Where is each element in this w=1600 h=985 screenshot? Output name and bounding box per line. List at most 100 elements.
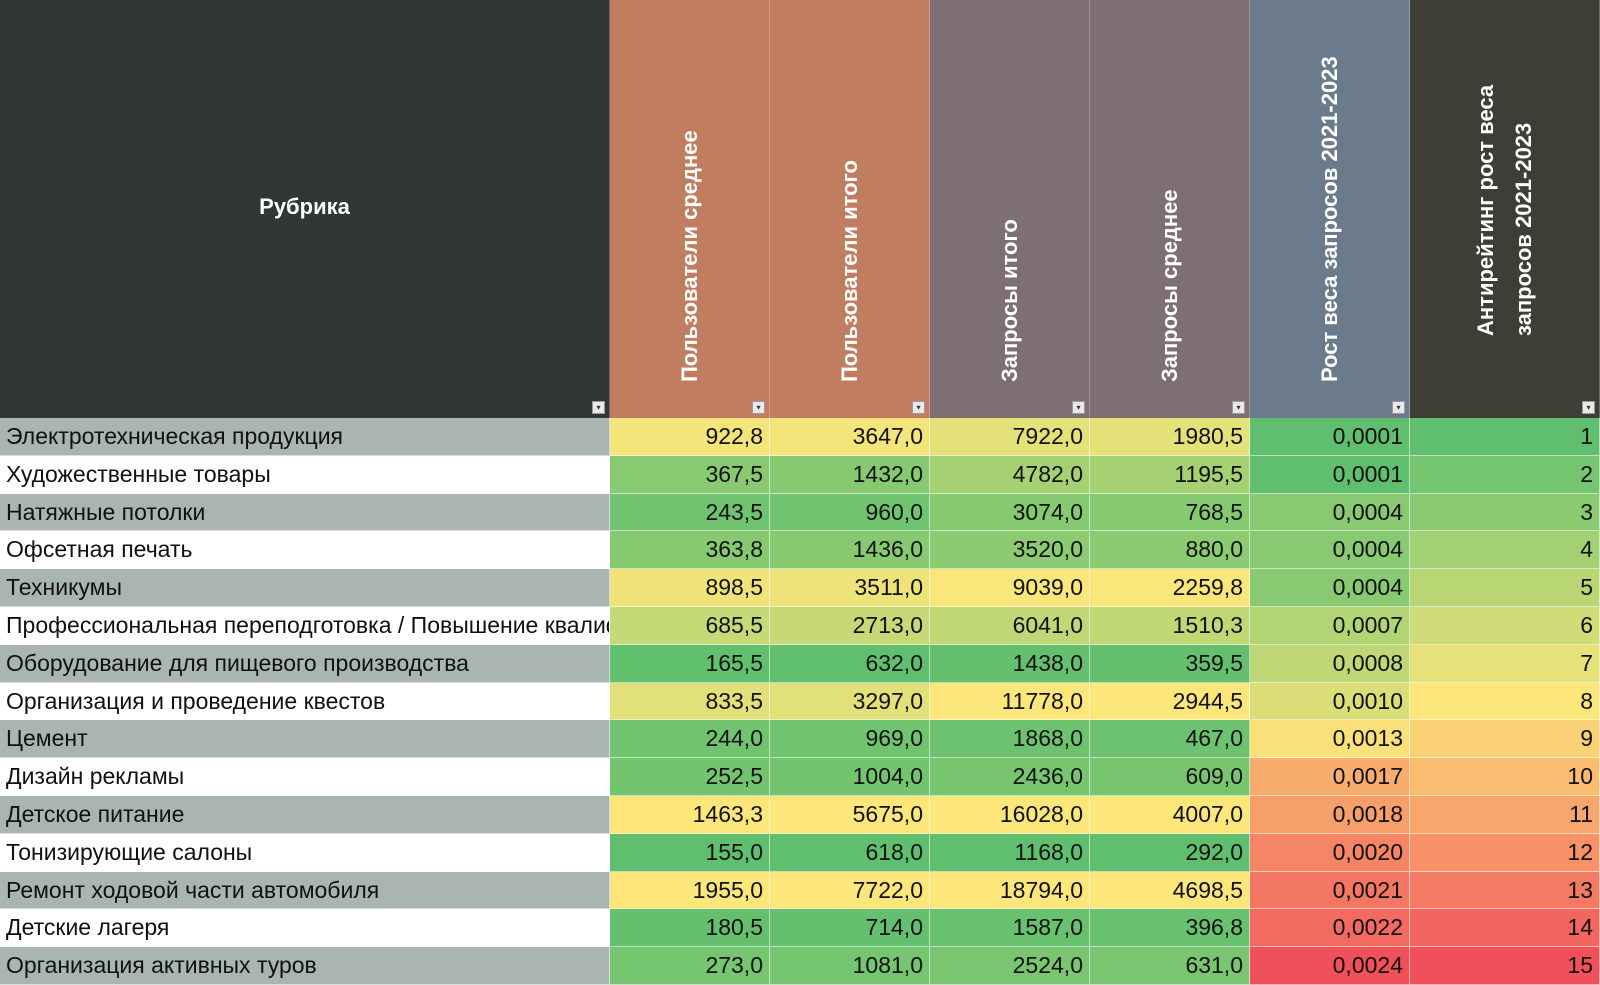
table-cell-req-avg[interactable]: 880,0 bbox=[1090, 531, 1250, 570]
table-cell-users-avg[interactable]: 1463,3 bbox=[610, 796, 770, 834]
table-cell-name[interactable]: Тонизирующие салоны bbox=[0, 833, 610, 872]
table-cell-name[interactable]: Организация и проведение квестов bbox=[0, 682, 610, 721]
column-header-2[interactable]: Пользователи итого ▾ bbox=[770, 0, 930, 418]
table-cell-req-avg[interactable]: 1980,5 bbox=[1090, 418, 1250, 456]
table-cell-name[interactable]: Электротехническая продукция bbox=[0, 418, 610, 456]
table-cell-name[interactable]: Офсетная печать bbox=[0, 531, 610, 570]
filter-dropdown-icon[interactable]: ▾ bbox=[592, 401, 605, 414]
column-header-4[interactable]: Запросы среднее ▾ bbox=[1090, 0, 1250, 418]
table-cell-req-total[interactable]: 3074,0 bbox=[930, 493, 1090, 532]
table-cell-req-avg[interactable]: 1195,5 bbox=[1090, 455, 1250, 494]
table-cell-users-total[interactable]: 960,0 bbox=[770, 493, 930, 532]
table-cell-name[interactable]: Организация активных туров bbox=[0, 947, 610, 985]
table-cell-growth[interactable]: 0,0004 bbox=[1250, 569, 1410, 607]
table-cell-req-total[interactable]: 11778,0 bbox=[930, 682, 1090, 721]
table-cell-users-avg[interactable]: 1955,0 bbox=[610, 871, 770, 910]
filter-dropdown-icon[interactable]: ▾ bbox=[912, 401, 925, 414]
table-cell-name[interactable]: Цемент bbox=[0, 720, 610, 759]
table-cell-growth[interactable]: 0,0001 bbox=[1250, 455, 1410, 494]
table-cell-req-avg[interactable]: 609,0 bbox=[1090, 758, 1250, 796]
table-cell-users-total[interactable]: 1081,0 bbox=[770, 947, 930, 985]
table-cell-req-total[interactable]: 1868,0 bbox=[930, 720, 1090, 759]
table-cell-name[interactable]: Профессиональная переподготовка / Повыше… bbox=[0, 607, 610, 645]
table-cell-growth[interactable]: 0,0013 bbox=[1250, 720, 1410, 759]
table-cell-users-total[interactable]: 618,0 bbox=[770, 833, 930, 872]
table-cell-users-avg[interactable]: 244,0 bbox=[610, 720, 770, 759]
table-cell-growth[interactable]: 0,0008 bbox=[1250, 644, 1410, 683]
table-cell-users-total[interactable]: 1432,0 bbox=[770, 455, 930, 494]
table-cell-rank[interactable]: 5 bbox=[1410, 569, 1600, 607]
table-cell-users-avg[interactable]: 898,5 bbox=[610, 569, 770, 607]
filter-dropdown-icon[interactable]: ▾ bbox=[1392, 401, 1405, 414]
table-cell-name[interactable]: Дизайн рекламы bbox=[0, 758, 610, 796]
table-cell-name[interactable]: Техникумы bbox=[0, 569, 610, 607]
table-cell-users-total[interactable]: 2713,0 bbox=[770, 607, 930, 645]
filter-dropdown-icon[interactable]: ▾ bbox=[1072, 401, 1085, 414]
table-cell-users-avg[interactable]: 252,5 bbox=[610, 758, 770, 796]
table-cell-users-total[interactable]: 1004,0 bbox=[770, 758, 930, 796]
table-cell-req-total[interactable]: 9039,0 bbox=[930, 569, 1090, 607]
table-cell-req-total[interactable]: 18794,0 bbox=[930, 871, 1090, 910]
table-cell-rank[interactable]: 3 bbox=[1410, 493, 1600, 532]
table-cell-growth[interactable]: 0,0001 bbox=[1250, 418, 1410, 456]
table-cell-users-total[interactable]: 969,0 bbox=[770, 720, 930, 759]
table-cell-req-total[interactable]: 16028,0 bbox=[930, 796, 1090, 834]
column-header-1[interactable]: Пользователи среднее ▾ bbox=[610, 0, 770, 418]
table-cell-users-total[interactable]: 3511,0 bbox=[770, 569, 930, 607]
table-cell-growth[interactable]: 0,0018 bbox=[1250, 796, 1410, 834]
table-cell-growth[interactable]: 0,0020 bbox=[1250, 833, 1410, 872]
filter-dropdown-icon[interactable]: ▾ bbox=[1232, 401, 1245, 414]
table-cell-rank[interactable]: 2 bbox=[1410, 455, 1600, 494]
table-cell-users-avg[interactable]: 273,0 bbox=[610, 947, 770, 985]
table-cell-req-avg[interactable]: 2944,5 bbox=[1090, 682, 1250, 721]
table-cell-growth[interactable]: 0,0010 bbox=[1250, 682, 1410, 721]
table-cell-users-total[interactable]: 632,0 bbox=[770, 644, 930, 683]
table-cell-req-avg[interactable]: 292,0 bbox=[1090, 833, 1250, 872]
table-cell-req-total[interactable]: 2436,0 bbox=[930, 758, 1090, 796]
table-cell-rank[interactable]: 15 bbox=[1410, 947, 1600, 985]
table-cell-req-total[interactable]: 1168,0 bbox=[930, 833, 1090, 872]
table-cell-rank[interactable]: 12 bbox=[1410, 833, 1600, 872]
table-cell-req-avg[interactable]: 4698,5 bbox=[1090, 871, 1250, 910]
table-cell-req-total[interactable]: 3520,0 bbox=[930, 531, 1090, 570]
table-cell-growth[interactable]: 0,0017 bbox=[1250, 758, 1410, 796]
table-cell-users-avg[interactable]: 180,5 bbox=[610, 909, 770, 948]
table-cell-rank[interactable]: 13 bbox=[1410, 871, 1600, 910]
table-cell-growth[interactable]: 0,0004 bbox=[1250, 531, 1410, 570]
table-cell-users-avg[interactable]: 243,5 bbox=[610, 493, 770, 532]
table-cell-name[interactable]: Детские лагеря bbox=[0, 909, 610, 948]
table-cell-req-avg[interactable]: 396,8 bbox=[1090, 909, 1250, 948]
table-cell-req-avg[interactable]: 1510,3 bbox=[1090, 607, 1250, 645]
table-cell-users-avg[interactable]: 363,8 bbox=[610, 531, 770, 570]
table-cell-req-total[interactable]: 2524,0 bbox=[930, 947, 1090, 985]
table-cell-rank[interactable]: 6 bbox=[1410, 607, 1600, 645]
column-header-rubric[interactable]: Рубрика ▾ bbox=[0, 0, 610, 418]
table-cell-req-avg[interactable]: 4007,0 bbox=[1090, 796, 1250, 834]
table-cell-req-avg[interactable]: 768,5 bbox=[1090, 493, 1250, 532]
table-cell-rank[interactable]: 11 bbox=[1410, 796, 1600, 834]
table-cell-growth[interactable]: 0,0022 bbox=[1250, 909, 1410, 948]
table-cell-rank[interactable]: 7 bbox=[1410, 644, 1600, 683]
table-cell-req-avg[interactable]: 467,0 bbox=[1090, 720, 1250, 759]
column-header-3[interactable]: Запросы итого ▾ bbox=[930, 0, 1090, 418]
table-cell-growth[interactable]: 0,0021 bbox=[1250, 871, 1410, 910]
column-header-6[interactable]: Антирейтинг рост веса запросов 2021-2023… bbox=[1410, 0, 1600, 418]
table-cell-name[interactable]: Натяжные потолки bbox=[0, 493, 610, 532]
table-cell-rank[interactable]: 14 bbox=[1410, 909, 1600, 948]
table-cell-name[interactable]: Детское питание bbox=[0, 796, 610, 834]
table-cell-users-avg[interactable]: 165,5 bbox=[610, 644, 770, 683]
table-cell-users-total[interactable]: 5675,0 bbox=[770, 796, 930, 834]
filter-dropdown-icon[interactable]: ▾ bbox=[752, 401, 765, 414]
table-cell-req-total[interactable]: 6041,0 bbox=[930, 607, 1090, 645]
table-cell-rank[interactable]: 10 bbox=[1410, 758, 1600, 796]
table-cell-rank[interactable]: 9 bbox=[1410, 720, 1600, 759]
table-cell-users-total[interactable]: 7722,0 bbox=[770, 871, 930, 910]
table-cell-users-total[interactable]: 3297,0 bbox=[770, 682, 930, 721]
table-cell-rank[interactable]: 1 bbox=[1410, 418, 1600, 456]
table-cell-rank[interactable]: 8 bbox=[1410, 682, 1600, 721]
table-cell-growth[interactable]: 0,0007 bbox=[1250, 607, 1410, 645]
table-cell-req-total[interactable]: 1438,0 bbox=[930, 644, 1090, 683]
table-cell-name[interactable]: Ремонт ходовой части автомобиля bbox=[0, 871, 610, 910]
table-cell-users-avg[interactable]: 367,5 bbox=[610, 455, 770, 494]
table-cell-users-total[interactable]: 3647,0 bbox=[770, 418, 930, 456]
